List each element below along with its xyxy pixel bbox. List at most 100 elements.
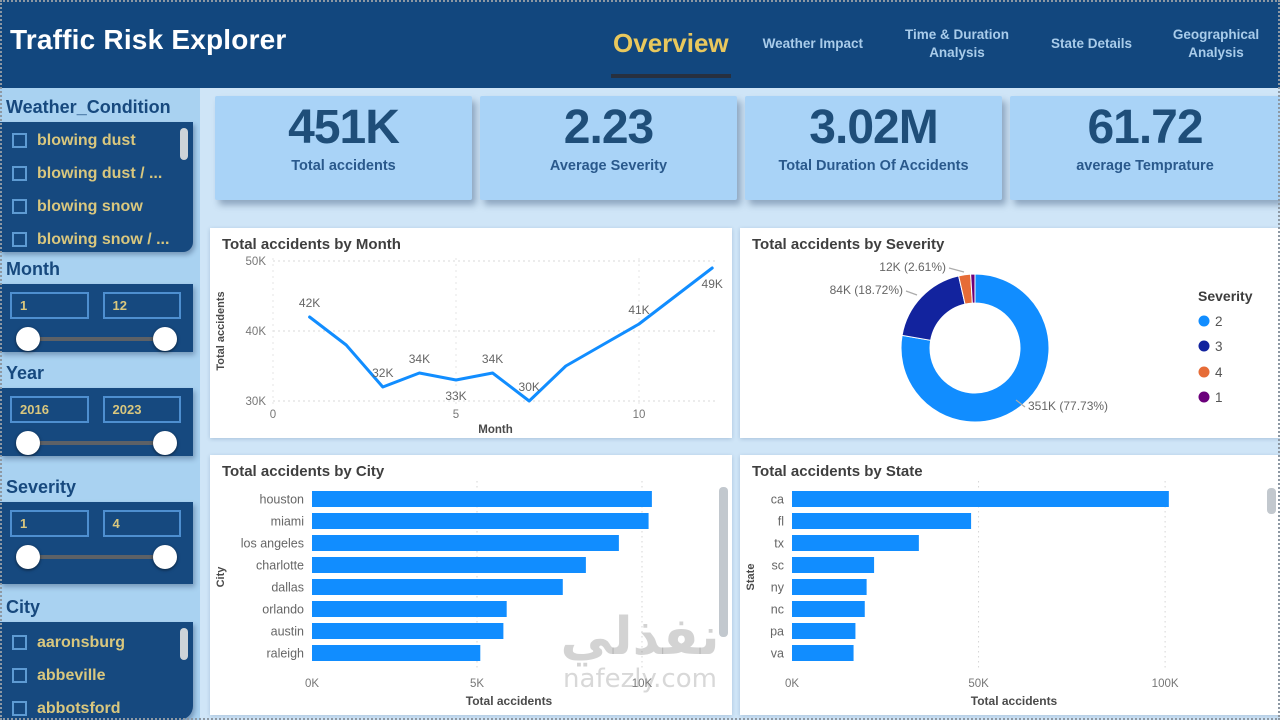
kpi-value: 2.23 xyxy=(563,101,654,154)
data-label: 49K xyxy=(702,277,723,291)
tab-state-details[interactable]: State Details xyxy=(1050,35,1132,51)
slider-track[interactable] xyxy=(26,555,167,559)
checkbox-icon[interactable] xyxy=(12,635,27,650)
slider-handle-max[interactable] xyxy=(153,327,177,351)
tab-overview[interactable]: Overview xyxy=(611,26,731,78)
scrollbar-thumb[interactable] xyxy=(1267,488,1276,514)
legend-swatch-1[interactable] xyxy=(1198,391,1210,403)
severity-min-input[interactable]: 1 xyxy=(10,510,89,537)
month-max-input[interactable]: 12 xyxy=(102,292,181,319)
slider-handle-max[interactable] xyxy=(153,431,177,455)
bar-raleigh[interactable] xyxy=(312,645,481,661)
kpi-total-duration: 3.02M Total Duration Of Accidents xyxy=(745,96,1002,200)
option-label: blowing snow xyxy=(37,197,143,215)
accidents-by-severity-chart: Total accidents by Severity 351K (77.73%… xyxy=(740,228,1280,438)
option-label: blowing dust xyxy=(37,131,136,149)
option-label: abbotsford xyxy=(37,699,121,717)
filter-sidebar: Weather_Condition blowing dust blowing d… xyxy=(0,88,200,720)
tab-geographical-analysis[interactable]: Geographical Analysis xyxy=(1172,26,1260,60)
x-axis-title: Month xyxy=(478,424,512,436)
category-label: raleigh xyxy=(266,647,304,661)
year-slider-panel: 2016 2023 xyxy=(0,388,193,456)
legend-swatch-3[interactable] xyxy=(1198,340,1210,352)
kpi-average-temperature: 61.72 average Temprature xyxy=(1010,96,1280,200)
slider-track[interactable] xyxy=(26,441,167,445)
slider-handle-min[interactable] xyxy=(16,327,40,351)
line-chart-svg[interactable]: 30K 40K 50K 0 5 10 42K 32K 34K 33K 34K 30K 41K 49K Mon… xyxy=(210,228,732,438)
chart-text: 10K xyxy=(632,678,653,690)
filter-option-blowing-dust[interactable]: blowing dust xyxy=(0,124,193,157)
scrollbar-thumb[interactable] xyxy=(180,628,188,660)
bar-ca[interactable] xyxy=(792,491,1169,507)
slider-track[interactable] xyxy=(26,337,167,341)
accidents-by-month-chart: Total accidents by Month 30K 40K 50K 0 5 10 42… xyxy=(210,228,732,438)
donut-slice-severity-1[interactable] xyxy=(970,273,976,304)
filter-option-abbeville[interactable]: abbeville xyxy=(0,659,193,692)
year-max-input[interactable]: 2023 xyxy=(102,396,181,423)
checkbox-icon[interactable] xyxy=(12,133,27,148)
city-bar-chart-svg[interactable]: 0K 5K 10K houston miami los angeles charlotte d… xyxy=(210,455,732,715)
filter-option-blowing-dust-2[interactable]: blowing dust / ... xyxy=(0,157,193,190)
filter-option-blowing-snow-2[interactable]: blowing snow / ... xyxy=(0,223,193,256)
bar-charlotte[interactable] xyxy=(312,557,586,573)
chart-text: 0 xyxy=(270,409,276,421)
bar-orlando[interactable] xyxy=(312,601,507,617)
header: Traffic Risk Explorer Overview Weather I… xyxy=(0,0,1280,88)
chart-text: 0K xyxy=(305,678,319,690)
tab-time-duration-analysis[interactable]: Time & Duration Analysis xyxy=(904,26,1009,60)
bar-miami[interactable] xyxy=(312,513,649,529)
donut-chart-svg[interactable]: 351K (77.73%) 84K (18.72%) 12K (2.61%) Seve… xyxy=(740,228,1280,438)
bar-tx[interactable] xyxy=(792,535,919,551)
category-label: orlando xyxy=(262,603,304,617)
chart-text: 30K xyxy=(246,396,267,408)
filter-option-abbotsford[interactable]: abbotsford xyxy=(0,692,193,720)
accidents-line-series[interactable] xyxy=(308,266,714,403)
legend-swatch-2[interactable] xyxy=(1198,315,1210,327)
bar-ny[interactable] xyxy=(792,579,867,595)
checkbox-icon[interactable] xyxy=(12,166,27,181)
category-label: fl xyxy=(778,515,784,529)
tab-weather-impact[interactable]: Weather Impact xyxy=(762,35,863,51)
checkbox-icon[interactable] xyxy=(12,199,27,214)
x-axis-title: Total accidents xyxy=(466,694,553,708)
legend-swatch-4[interactable] xyxy=(1198,366,1210,378)
bar-nc[interactable] xyxy=(792,601,865,617)
bar-pa[interactable] xyxy=(792,623,856,639)
category-label: miami xyxy=(271,515,304,529)
bar-va[interactable] xyxy=(792,645,854,661)
donut-slice-severity-3[interactable] xyxy=(901,275,966,341)
category-label: sc xyxy=(772,559,785,573)
bar-houston[interactable] xyxy=(312,491,652,507)
severity-max-input[interactable]: 4 xyxy=(102,510,181,537)
kpi-label: Total accidents xyxy=(291,157,396,174)
bar-los-angeles[interactable] xyxy=(312,535,619,551)
chart-text: 50K xyxy=(968,678,989,690)
filter-option-blowing-snow[interactable]: blowing snow xyxy=(0,190,193,223)
y-axis-title: State xyxy=(745,564,757,591)
slider-handle-max[interactable] xyxy=(153,545,177,569)
legend-label: 2 xyxy=(1215,314,1223,329)
checkbox-icon[interactable] xyxy=(12,232,27,247)
month-min-input[interactable]: 1 xyxy=(10,292,89,319)
bar-austin[interactable] xyxy=(312,623,504,639)
kpi-label: Average Severity xyxy=(549,157,668,174)
checkbox-icon[interactable] xyxy=(12,701,27,716)
slider-handle-min[interactable] xyxy=(16,431,40,455)
slider-handle-min[interactable] xyxy=(16,545,40,569)
chart-text: 40K xyxy=(246,326,267,338)
bar-fl[interactable] xyxy=(792,513,972,529)
filter-option-aaronsburg[interactable]: aaronsburg xyxy=(0,626,193,659)
checkbox-icon[interactable] xyxy=(12,668,27,683)
year-filter-title: Year xyxy=(6,363,45,383)
bar-dallas[interactable] xyxy=(312,579,563,595)
option-label: blowing snow / ... xyxy=(37,230,170,248)
weather-condition-filter-title: Weather_Condition xyxy=(6,97,171,117)
scrollbar-thumb[interactable] xyxy=(719,487,728,637)
chart-text: 5 xyxy=(453,409,459,421)
month-range-slider xyxy=(16,326,177,352)
bar-sc[interactable] xyxy=(792,557,875,573)
donut-slice-severity-2[interactable] xyxy=(900,273,1050,423)
scrollbar-thumb[interactable] xyxy=(180,128,188,160)
year-min-input[interactable]: 2016 xyxy=(10,396,89,423)
